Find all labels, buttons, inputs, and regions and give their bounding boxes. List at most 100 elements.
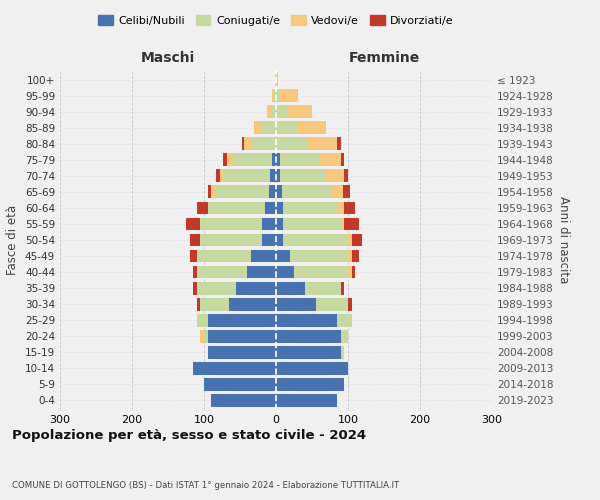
Bar [254, 122, 262, 134]
Bar [337, 202, 344, 214]
Bar [272, 154, 276, 166]
Bar [287, 106, 312, 118]
Bar [227, 154, 233, 166]
Bar [262, 122, 276, 134]
Bar [326, 170, 344, 182]
Bar [344, 170, 348, 182]
Bar [274, 89, 276, 102]
Bar [352, 266, 355, 278]
Bar [276, 282, 305, 294]
Bar [262, 218, 276, 230]
Bar [244, 138, 251, 150]
Bar [216, 170, 220, 182]
Bar [352, 234, 362, 246]
Bar [208, 202, 265, 214]
Bar [280, 170, 326, 182]
Bar [283, 202, 337, 214]
Legend: Celibi/Nubili, Coniugati/e, Vedovi/e, Divorziati/e: Celibi/Nubili, Coniugati/e, Vedovi/e, Di… [94, 10, 458, 30]
Bar [283, 218, 341, 230]
Bar [229, 298, 276, 310]
Bar [276, 73, 278, 86]
Bar [211, 394, 276, 407]
Bar [280, 154, 319, 166]
Bar [276, 346, 341, 358]
Bar [276, 266, 294, 278]
Bar [193, 362, 276, 374]
Bar [283, 234, 348, 246]
Bar [276, 314, 337, 326]
Bar [190, 250, 197, 262]
Bar [200, 218, 262, 230]
Bar [208, 346, 276, 358]
Bar [308, 138, 337, 150]
Bar [200, 330, 204, 342]
Bar [272, 89, 274, 102]
Bar [276, 138, 308, 150]
Bar [242, 138, 244, 150]
Bar [197, 266, 247, 278]
Bar [276, 394, 337, 407]
Bar [348, 250, 352, 262]
Bar [262, 234, 276, 246]
Bar [208, 314, 276, 326]
Bar [341, 218, 344, 230]
Bar [208, 330, 276, 342]
Bar [319, 154, 341, 166]
Bar [200, 298, 229, 310]
Bar [266, 106, 272, 118]
Bar [276, 170, 280, 182]
Bar [193, 282, 197, 294]
Bar [341, 346, 344, 358]
Bar [348, 234, 352, 246]
Bar [223, 170, 270, 182]
Bar [233, 154, 272, 166]
Bar [276, 330, 341, 342]
Bar [280, 89, 298, 102]
Bar [276, 298, 316, 310]
Bar [251, 250, 276, 262]
Text: Femmine: Femmine [349, 51, 419, 65]
Bar [269, 186, 276, 198]
Bar [204, 378, 276, 391]
Bar [197, 314, 208, 326]
Bar [290, 250, 348, 262]
Y-axis label: Anni di nascita: Anni di nascita [557, 196, 570, 284]
Bar [270, 170, 276, 182]
Bar [344, 218, 359, 230]
Bar [204, 330, 208, 342]
Bar [276, 122, 298, 134]
Bar [223, 154, 227, 166]
Bar [197, 282, 236, 294]
Bar [344, 202, 355, 214]
Bar [197, 298, 200, 310]
Bar [276, 234, 283, 246]
Bar [276, 250, 290, 262]
Bar [276, 186, 282, 198]
Text: Maschi: Maschi [141, 51, 195, 65]
Bar [197, 202, 208, 214]
Bar [276, 202, 283, 214]
Bar [348, 298, 352, 310]
Bar [352, 250, 359, 262]
Bar [332, 186, 343, 198]
Bar [305, 282, 341, 294]
Bar [272, 106, 276, 118]
Bar [276, 106, 287, 118]
Bar [247, 266, 276, 278]
Bar [276, 378, 344, 391]
Bar [341, 154, 344, 166]
Bar [208, 186, 211, 198]
Bar [337, 314, 352, 326]
Y-axis label: Fasce di età: Fasce di età [7, 205, 19, 275]
Bar [348, 266, 352, 278]
Bar [282, 186, 332, 198]
Bar [276, 154, 280, 166]
Bar [298, 122, 326, 134]
Bar [220, 170, 223, 182]
Bar [265, 202, 276, 214]
Bar [341, 330, 348, 342]
Bar [276, 89, 280, 102]
Bar [276, 218, 283, 230]
Bar [341, 282, 344, 294]
Bar [275, 73, 276, 86]
